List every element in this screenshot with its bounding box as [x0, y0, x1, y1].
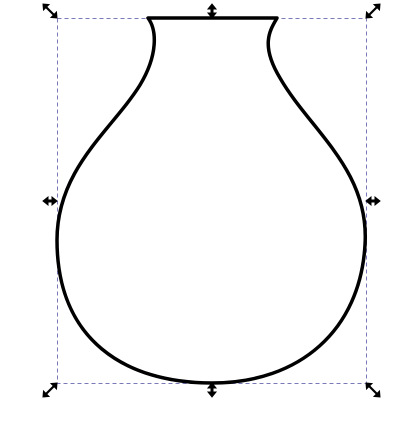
- bottom-center-scale-handle[interactable]: [207, 382, 217, 398]
- horizontal-arrow-icon: [42, 196, 58, 206]
- bottom-right-scale-handle[interactable]: [364, 381, 382, 399]
- bottom-left-scale-handle[interactable]: [41, 381, 59, 399]
- vase-shape[interactable]: [55, 16, 367, 385]
- diagonal-arrow-icon: [364, 381, 382, 399]
- vertical-arrow-icon: [207, 382, 217, 398]
- middle-right-scale-handle[interactable]: [365, 196, 381, 206]
- middle-left-scale-handle[interactable]: [42, 196, 58, 206]
- diagonal-arrow-icon: [41, 381, 59, 399]
- top-center-scale-handle[interactable]: [207, 3, 217, 19]
- diagonal-arrow-icon: [364, 2, 382, 20]
- top-right-scale-handle[interactable]: [364, 2, 382, 20]
- selection-bounding-box: [57, 18, 367, 384]
- diagonal-arrow-icon: [41, 2, 59, 20]
- top-left-scale-handle[interactable]: [41, 2, 59, 20]
- horizontal-arrow-icon: [365, 196, 381, 206]
- vertical-arrow-icon: [207, 3, 217, 19]
